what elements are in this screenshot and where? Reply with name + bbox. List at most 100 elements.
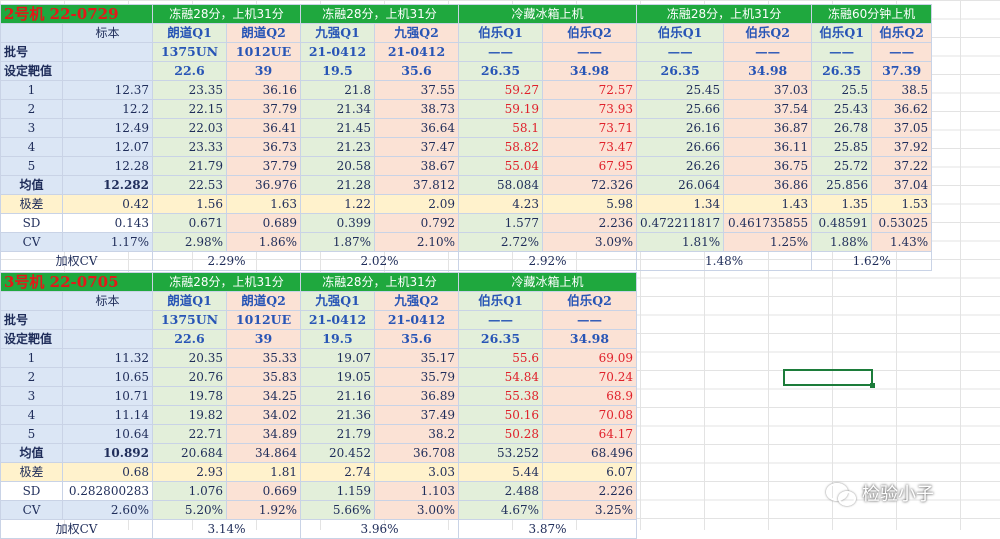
selected-cell[interactable] bbox=[783, 369, 875, 388]
mean-specimen: 12.282 bbox=[62, 175, 153, 195]
data-row: 4 12.07 23.33 36.73 21.23 37.47 58.82 73.47 26.6… bbox=[0, 137, 933, 157]
target-value: 22.6 bbox=[152, 61, 227, 81]
sd-value: 2.488 bbox=[458, 481, 543, 501]
mean-value: 21.28 bbox=[300, 175, 375, 195]
result-value: 59.27 bbox=[458, 80, 543, 100]
result-value: 25.66 bbox=[635, 99, 725, 119]
control-name: 朗道Q1 bbox=[152, 23, 227, 43]
control-name: 伯乐Q2 bbox=[542, 23, 637, 43]
target-label: 设定靶值 bbox=[0, 61, 63, 81]
cv-row: CV 1.17% 2.98% 1.86% 1.87% 2.10% 2.72% 3.09% 1.8… bbox=[0, 232, 933, 252]
sd-row: SD 0.143 0.671 0.689 0.399 0.792 1.577 2.236 0.4… bbox=[0, 213, 933, 233]
result-value: 59.19 bbox=[458, 99, 543, 119]
weighted-cv-row: 加权CV 3.14% 3.96% 3.87% bbox=[0, 519, 637, 539]
range-value: 1.63 bbox=[226, 194, 301, 214]
weighted-cv-value: 3.14% bbox=[152, 519, 301, 539]
replicate-number: 3 bbox=[0, 118, 63, 138]
result-value: 25.43 bbox=[811, 99, 873, 119]
weighted-cv-value: 2.29% bbox=[152, 251, 301, 271]
range-value: 1.56 bbox=[152, 194, 227, 214]
data-row: 2 12.2 22.15 37.79 21.34 38.73 59.19 73.93 25.66… bbox=[0, 99, 933, 119]
replicate-number: 4 bbox=[0, 137, 63, 157]
replicate-number: 3 bbox=[0, 386, 63, 406]
result-value: 25.45 bbox=[635, 80, 725, 100]
result-value: 58.82 bbox=[458, 137, 543, 157]
result-value: 73.93 bbox=[542, 99, 637, 119]
result-value: 37.79 bbox=[226, 156, 301, 176]
control-name: 伯乐Q1 bbox=[458, 23, 543, 43]
result-value: 70.24 bbox=[542, 367, 637, 387]
result-value: 21.34 bbox=[300, 99, 375, 119]
mean-value: 36.86 bbox=[723, 175, 813, 195]
specimen-value: 10.64 bbox=[62, 424, 153, 444]
data-row: 3 12.49 22.03 36.41 21.45 36.64 58.1 73.71 26.16… bbox=[0, 118, 933, 138]
mean-label: 均值 bbox=[0, 175, 63, 195]
result-value: 38.5 bbox=[871, 80, 933, 100]
target-value: 19.5 bbox=[300, 329, 375, 349]
result-value: 21.79 bbox=[300, 424, 375, 444]
result-value: 37.22 bbox=[871, 156, 933, 176]
result-value: 19.07 bbox=[300, 348, 375, 368]
sd-value: 0.48591 bbox=[811, 213, 873, 233]
result-value: 26.26 bbox=[635, 156, 725, 176]
lot-number: —— bbox=[542, 42, 637, 62]
sd-value: 0.792 bbox=[374, 213, 459, 233]
mean-value: 20.452 bbox=[300, 443, 375, 463]
control-name: 九强Q2 bbox=[374, 23, 459, 43]
result-value: 69.09 bbox=[542, 348, 637, 368]
result-value: 37.54 bbox=[723, 99, 813, 119]
result-value: 36.62 bbox=[871, 99, 933, 119]
specimen-header: 标本 bbox=[62, 23, 153, 43]
sd-value: 1.103 bbox=[374, 481, 459, 501]
header-band: 2号机 22-0729 冻融28分，上机31分 冻融28分，上机31分 冷藏冰箱上机冻… bbox=[0, 4, 933, 24]
header-band: 3号机 22-0705 冻融28分，上机31分 冻融28分，上机31分 冷藏冰箱上机 bbox=[0, 272, 637, 292]
machine-title: 3号机 22-0705 bbox=[0, 272, 153, 292]
cv-value: 5.66% bbox=[300, 500, 375, 520]
result-value: 73.47 bbox=[542, 137, 637, 157]
result-value: 36.16 bbox=[226, 80, 301, 100]
result-value: 36.87 bbox=[723, 118, 813, 138]
range-value: 1.81 bbox=[226, 462, 301, 482]
wechat-icon bbox=[826, 481, 856, 506]
range-value: 5.98 bbox=[542, 194, 637, 214]
target-value: 19.5 bbox=[300, 61, 375, 81]
mean-value: 20.684 bbox=[152, 443, 227, 463]
machine-title: 2号机 22-0729 bbox=[0, 4, 153, 24]
cv-value: 1.25% bbox=[723, 232, 813, 252]
range-label: 极差 bbox=[0, 194, 63, 214]
lot-number: 21-0412 bbox=[300, 310, 375, 330]
result-value: 55.6 bbox=[458, 348, 543, 368]
result-value: 19.05 bbox=[300, 367, 375, 387]
cv-value: 5.20% bbox=[152, 500, 227, 520]
lot-number: 21-0412 bbox=[374, 310, 459, 330]
result-value: 21.16 bbox=[300, 386, 375, 406]
weighted-cv-value: 2.92% bbox=[458, 251, 637, 271]
lot-label: 批号 bbox=[0, 310, 63, 330]
result-value: 19.82 bbox=[152, 405, 227, 425]
cv-value: 4.67% bbox=[458, 500, 543, 520]
row-label-blank bbox=[0, 291, 63, 311]
result-value: 38.67 bbox=[374, 156, 459, 176]
result-value: 21.45 bbox=[300, 118, 375, 138]
cv-value: 3.25% bbox=[542, 500, 637, 520]
result-value: 55.38 bbox=[458, 386, 543, 406]
result-value: 20.76 bbox=[152, 367, 227, 387]
cv-value: 1.87% bbox=[300, 232, 375, 252]
weighted-cv-value: 1.48% bbox=[635, 251, 813, 271]
result-value: 58.1 bbox=[458, 118, 543, 138]
target-value: 26.35 bbox=[635, 61, 725, 81]
condition-note: 冻融28分，上机31分 bbox=[152, 272, 301, 292]
result-value: 37.79 bbox=[226, 99, 301, 119]
condition-note: 冷藏冰箱上机 bbox=[458, 4, 637, 24]
specimen-value: 12.07 bbox=[62, 137, 153, 157]
cv-value: 1.43% bbox=[871, 232, 933, 252]
mean-value: 37.812 bbox=[374, 175, 459, 195]
result-value: 26.78 bbox=[811, 118, 873, 138]
specimen-value: 12.28 bbox=[62, 156, 153, 176]
result-value: 26.16 bbox=[635, 118, 725, 138]
mean-value: 36.708 bbox=[374, 443, 459, 463]
range-value: 1.53 bbox=[871, 194, 933, 214]
result-value: 26.66 bbox=[635, 137, 725, 157]
replicate-number: 4 bbox=[0, 405, 63, 425]
result-value: 35.83 bbox=[226, 367, 301, 387]
